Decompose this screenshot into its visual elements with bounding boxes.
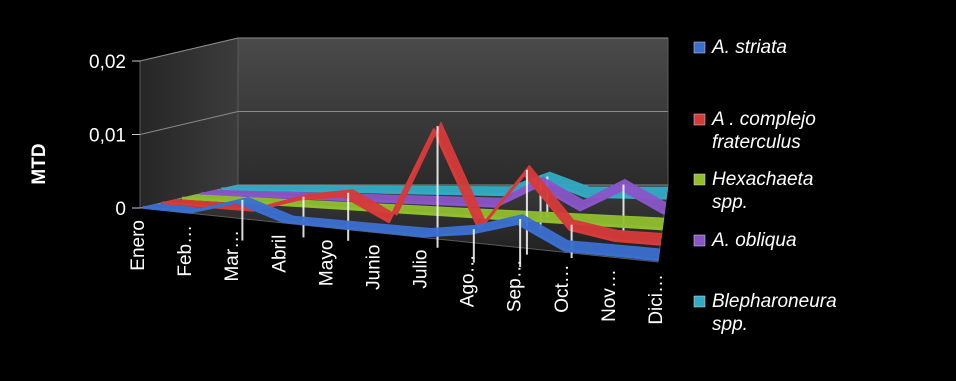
x-tick-label: Ago… <box>458 254 479 307</box>
x-tick-label: Mar… <box>222 230 243 282</box>
legend-entry: A. obliqua <box>693 230 797 251</box>
legend-entry: Hexachaeta spp. <box>693 169 813 213</box>
legend-entry: Blepharoneura spp. <box>693 291 837 335</box>
series-line <box>142 200 659 262</box>
x-tick-label: Enero <box>128 220 149 271</box>
x-tick-label: Sep… <box>505 259 526 312</box>
x-tick-label: Feb… <box>175 225 196 277</box>
x-tick-label: Abril <box>269 235 290 273</box>
series-a-striata <box>142 196 661 268</box>
legend-entry: A . complejo fraterculus <box>693 109 816 153</box>
series-line <box>201 184 666 215</box>
x-tick-label: Julio <box>411 250 432 289</box>
x-tick-label: Oct… <box>552 264 573 313</box>
x-axis: Enero Feb… Mar… Abril Mayo Junio Julio Ago… Sep…… <box>128 220 667 325</box>
y-axis: 0 0,01 0,02 <box>89 52 140 220</box>
x-tick-label: Dici… <box>646 274 667 325</box>
y-tick-label: 0,01 <box>89 126 126 147</box>
y-tick-label: 0,02 <box>89 52 126 73</box>
legend-entry: A. striata <box>693 37 787 58</box>
x-tick-label: Mayo <box>316 240 337 286</box>
series-a-complejo-fraterculus <box>162 121 663 259</box>
x-tick-label: Junio <box>364 245 385 290</box>
gridline <box>139 111 668 135</box>
legend-swatch <box>693 113 706 126</box>
legend-label: A . complejo fraterculus <box>711 109 816 153</box>
legend-swatch <box>693 41 706 54</box>
series-line <box>162 128 661 246</box>
y-axis-label: MTD <box>29 143 50 184</box>
x-tick-label: Nov… <box>599 269 620 322</box>
legend-label: A. obliqua <box>711 230 797 251</box>
legend-label: Blepharoneura spp. <box>712 291 837 335</box>
legend-swatch <box>693 173 706 186</box>
legend-swatch <box>693 234 706 247</box>
gridline <box>139 37 668 62</box>
legend-swatch <box>693 295 706 308</box>
series-layer <box>142 121 669 268</box>
legend-label: A. striata <box>711 37 787 58</box>
legend-label: Hexachaeta spp. <box>712 169 813 213</box>
legend: A. striata A . complejo fraterculus Hexacha… <box>693 37 837 335</box>
y-tick-label: 0 <box>115 199 126 220</box>
